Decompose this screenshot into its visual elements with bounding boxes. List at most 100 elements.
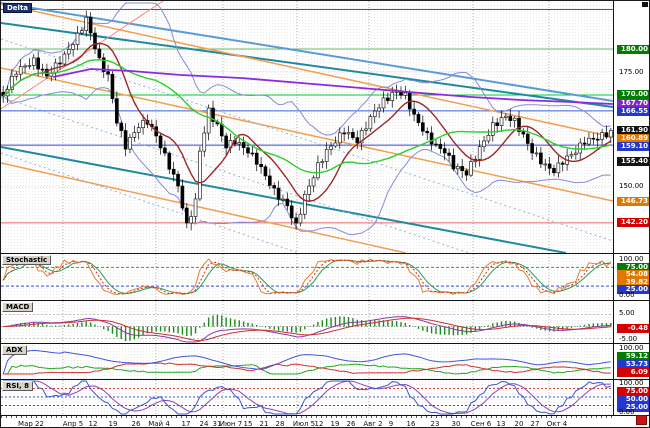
candlestick (202, 132, 207, 152)
time-label: 31 (212, 420, 222, 428)
candlestick (329, 145, 333, 150)
time-label: 19 (108, 420, 118, 428)
candlestick (574, 152, 578, 155)
candlestick (58, 62, 62, 65)
candlestick (604, 132, 609, 138)
adx-axis-badge: 59.12 (617, 352, 649, 361)
candlestick (556, 162, 561, 174)
price-axis-label: 150.00 (619, 182, 644, 190)
price-axis-label: 175.00 (619, 68, 644, 76)
panel-separator[interactable] (1, 253, 649, 254)
time-label: 20 (514, 420, 524, 428)
trendline[interactable] (1, 22, 613, 108)
trendline[interactable] (1, 67, 613, 202)
time-axis[interactable]: Мар 22 Апр 5 12 19 26 Май 4 17 24 31 Июн 7 15 21 28 И… (1, 416, 649, 428)
time-label: 13 (496, 420, 506, 428)
candlestick (224, 135, 228, 149)
candlestick (359, 130, 364, 144)
candlestick (595, 138, 600, 141)
rsi-axis-badge: 25.00 (617, 403, 649, 412)
price-axis[interactable]: 180.00 175.00 170.00 167.70 166.55 161.90 160.… (613, 1, 649, 427)
time-label: 9 (388, 420, 394, 428)
macd-axis-label: 5.00 (619, 309, 635, 317)
candlestick (23, 65, 27, 68)
price-axis-badge: 170.00 (617, 90, 649, 99)
candlestick (206, 107, 211, 134)
price-axis-badge: 146.73 (617, 197, 649, 206)
macd-axis-label: -5.00 (619, 335, 638, 343)
candlestick (184, 207, 189, 224)
stochastic-panel[interactable] (1, 254, 613, 300)
trendline[interactable] (1, 3, 613, 138)
adx-panel[interactable] (1, 344, 613, 379)
adx-axis-badge: 6.09 (617, 368, 649, 377)
candlestick (386, 97, 390, 101)
candlestick (93, 32, 97, 50)
candlestick (434, 143, 438, 146)
candlestick (27, 65, 32, 67)
time-label: Апр 5 (62, 420, 84, 428)
candlestick (119, 122, 124, 131)
candlestick (250, 152, 255, 155)
price-axis-badge: 166.55 (617, 107, 649, 116)
trendline[interactable] (1, 96, 470, 253)
candlestick (115, 98, 119, 124)
price-axis-badge: 142.20 (617, 218, 649, 227)
candlestick (587, 137, 591, 145)
candlestick (163, 147, 167, 154)
time-label: 12 (314, 420, 324, 428)
candlestick (364, 128, 368, 131)
candlestick (591, 137, 596, 140)
candlestick (324, 148, 329, 162)
ma-mid-line (2, 59, 611, 174)
panel-separator[interactable] (1, 300, 649, 301)
time-label: 26 (346, 420, 356, 428)
candlestick (259, 163, 263, 168)
bollinger-lower (2, 87, 611, 236)
candlestick (189, 216, 193, 224)
candlestick (31, 57, 36, 66)
candlestick (609, 130, 613, 138)
candlestick (416, 113, 421, 124)
stochastic-d-line (2, 259, 611, 295)
price-axis-badge: 155.40 (617, 157, 649, 166)
panel-separator[interactable] (1, 343, 649, 344)
candlestick (381, 97, 386, 109)
candlestick (10, 75, 14, 90)
time-label: 12 (88, 420, 98, 428)
macd-signal-line (3, 317, 611, 342)
corner-badge (636, 415, 647, 425)
candlestick (372, 110, 377, 117)
trendline[interactable] (1, 2, 613, 102)
time-label: 23 (430, 420, 440, 428)
candlestick (316, 162, 320, 179)
time-label: 17 (181, 420, 191, 428)
candlestick (600, 132, 604, 140)
panel-separator[interactable] (1, 415, 649, 416)
candlestick (311, 177, 316, 187)
candlestick (180, 185, 185, 209)
candlestick (71, 44, 75, 50)
stochastic-axis-label: 0.00 (619, 291, 635, 299)
candlestick (84, 16, 89, 31)
adx-line (2, 349, 611, 375)
candlestick (211, 107, 215, 122)
rsi-panel[interactable] (1, 380, 613, 415)
candlestick (447, 152, 451, 156)
candlestick (176, 173, 180, 187)
trendline[interactable] (1, 162, 407, 253)
candlestick (477, 146, 482, 160)
panel-separator[interactable] (1, 379, 649, 380)
main-price-chart[interactable] (1, 1, 613, 253)
stochastic-axis-badge: 25.00 (617, 285, 649, 294)
candlestick (469, 161, 473, 176)
time-label: 19 (330, 420, 340, 428)
candlestick (346, 132, 351, 135)
candlestick (342, 132, 346, 135)
macd-panel[interactable] (1, 301, 613, 343)
candlestick (438, 143, 443, 149)
candlestick (337, 132, 342, 144)
time-label: 15 (243, 420, 253, 428)
trendline[interactable] (1, 152, 300, 253)
candlestick (425, 130, 430, 134)
